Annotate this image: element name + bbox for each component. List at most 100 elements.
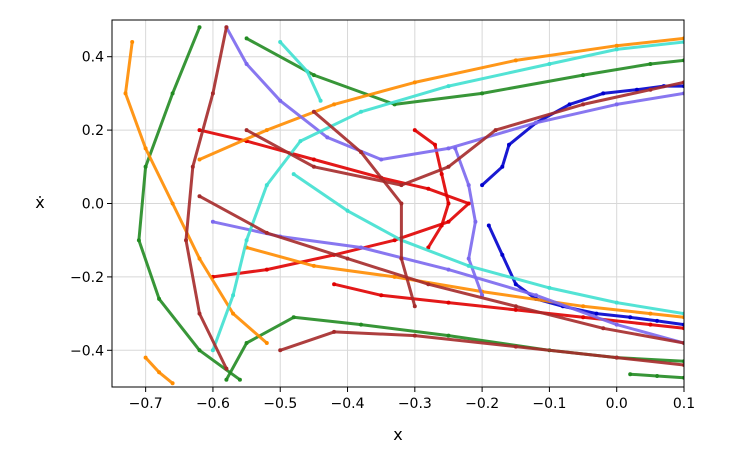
data-point [210, 348, 215, 353]
data-point [359, 322, 363, 327]
series-18 [278, 40, 323, 103]
data-point [197, 348, 202, 353]
data-point [264, 230, 269, 235]
y-tick-label: 0.4 [82, 50, 104, 66]
series-12 [143, 355, 175, 386]
data-point [446, 300, 451, 305]
x-tick-label: −0.5 [263, 396, 297, 412]
series-4 [412, 128, 451, 250]
data-point [614, 47, 619, 52]
x-axis-ticks: −0.7 −0.6 −0.5 −0.4 −0.3 −0.2 −0.1 0.0 0.1 [129, 387, 695, 412]
data-point [264, 341, 269, 345]
data-point [237, 377, 242, 382]
data-point [500, 164, 505, 169]
x-tick-label: −0.3 [398, 396, 432, 412]
data-point [628, 372, 633, 377]
data-point [197, 256, 202, 261]
y-tick-label: −0.2 [70, 270, 104, 286]
data-point [412, 304, 417, 309]
data-point [143, 355, 148, 360]
data-point [244, 36, 249, 41]
data-point [453, 146, 458, 151]
series-line [278, 40, 323, 103]
series-13 [224, 25, 684, 162]
series-line [480, 84, 684, 187]
data-point [614, 355, 619, 360]
data-point [224, 25, 229, 30]
series-line [211, 220, 684, 345]
data-point [581, 304, 586, 309]
data-point [345, 256, 350, 261]
data-point [614, 300, 619, 305]
grid [112, 20, 685, 387]
series-5 [136, 25, 242, 382]
data-point [446, 201, 451, 206]
series-line [184, 25, 228, 371]
data-point [244, 128, 249, 133]
data-point [513, 282, 518, 287]
data-point [399, 256, 404, 261]
data-point [648, 62, 653, 66]
data-point [278, 98, 283, 103]
data-point [412, 80, 417, 85]
series-3 [332, 282, 684, 331]
x-tick-label: 0.0 [606, 396, 628, 412]
data-point [439, 172, 444, 177]
data-point [332, 329, 337, 334]
data-point [264, 128, 269, 133]
data-point [655, 374, 660, 378]
data-point [480, 91, 485, 96]
data-point [614, 102, 619, 107]
data-point [581, 315, 586, 320]
data-point [197, 194, 202, 199]
data-point [412, 128, 417, 133]
data-point [399, 183, 404, 188]
data-point [210, 91, 215, 96]
series-11 [244, 245, 684, 320]
data-point [493, 128, 498, 133]
x-tick-label: 0.1 [673, 396, 695, 412]
y-tick-label: 0.2 [82, 123, 104, 139]
series-line [278, 330, 684, 367]
data-point [648, 311, 653, 316]
data-point [278, 348, 283, 353]
data-point [332, 282, 337, 287]
data-point [513, 307, 518, 312]
data-point [426, 186, 431, 191]
data-point [500, 252, 505, 257]
data-point [190, 164, 195, 169]
series-group [123, 25, 684, 386]
series-23 [311, 109, 417, 309]
data-point [466, 183, 471, 188]
data-point [379, 293, 384, 298]
data-point [244, 341, 249, 345]
series-9 [123, 40, 269, 345]
data-point [581, 102, 586, 107]
data-point [197, 311, 202, 316]
data-point [507, 142, 511, 147]
data-point [170, 201, 175, 206]
data-point [143, 164, 148, 169]
data-point [581, 73, 586, 78]
x-tick-label: −0.7 [129, 396, 163, 412]
data-point [426, 282, 431, 287]
data-point [359, 109, 363, 114]
y-axis-label: ẋ [35, 193, 44, 212]
series-21 [244, 80, 684, 188]
series-line [245, 80, 684, 187]
data-point [136, 238, 141, 243]
data-point [648, 87, 653, 92]
plot-area [123, 25, 684, 386]
x-tick-label: −0.2 [465, 396, 499, 412]
data-point [446, 84, 451, 89]
data-point [298, 139, 303, 144]
data-point [466, 201, 471, 206]
data-point [473, 219, 478, 224]
data-point [547, 285, 552, 290]
data-point [130, 40, 135, 44]
series-7 [244, 36, 684, 107]
data-point [157, 296, 162, 301]
y-tick-label: 0.0 [82, 197, 104, 213]
data-point [547, 62, 552, 66]
